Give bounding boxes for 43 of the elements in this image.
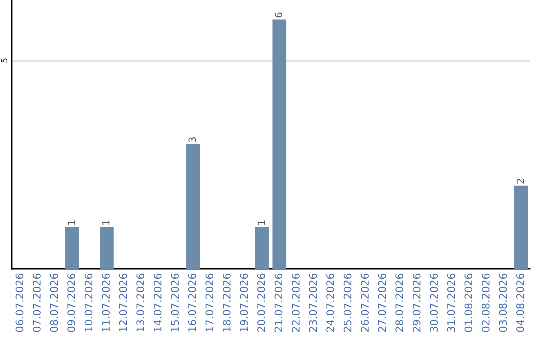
bar [514,186,528,269]
x-tick-label: 20.07.2026 [258,274,266,332]
x-tick-label: 11.07.2026 [102,274,110,332]
x-tick-label: 14.07.2026 [154,274,162,332]
x-tick-label: 06.07.2026 [16,274,24,332]
x-tick-label: 03.08.2026 [499,274,508,332]
x-tick-label: 21.07.2026 [274,274,283,332]
x-tick-label: 13.07.2026 [136,274,145,332]
bar [272,20,287,269]
x-tick-label: 15.07.2026 [171,274,180,332]
bar [66,227,80,269]
data-label: 6 [275,12,282,18]
x-tick-label: 04.08.2026 [516,274,524,332]
data-label: 2 [516,179,524,184]
data-label: 1 [68,220,76,225]
x-tick-label: 22.07.2026 [292,274,300,332]
x-tick-label: 19.07.2026 [240,274,248,332]
y-tick-label: 5 [1,58,8,63]
x-tick-label: 07.07.2026 [33,274,41,332]
x-tick-label: 09.07.2026 [68,274,76,332]
data-label: 1 [102,220,110,225]
x-tick-label: 26.07.2026 [361,274,369,332]
x-tick-label: 27.07.2026 [378,274,386,332]
bar [186,144,200,269]
x-tick-label: 31.07.2026 [447,274,456,332]
x-tick-label: 18.07.2026 [222,274,231,332]
x-tick-label: 29.07.2026 [412,274,421,332]
x-tick-label: 23.07.2026 [309,274,318,332]
data-label: 1 [258,220,266,225]
x-tick-label: 28.07.2026 [396,274,404,332]
bar [100,227,114,269]
bar [255,227,270,269]
x-tick-label: 10.07.2026 [84,274,93,332]
x-tick-label: 01.08.2026 [464,274,473,332]
x-tick-label: 08.07.2026 [50,274,58,332]
x-tick-label: 24.07.2026 [326,274,334,332]
data-label: 3 [188,138,196,142]
x-tick-label: 12.07.2026 [119,274,128,332]
x-tick-label: 02.08.2026 [482,274,490,332]
x-tick-label: 25.07.2026 [344,274,352,332]
x-tick-label: 30.07.2026 [430,274,438,332]
x-tick-label: 16.07.2026 [188,274,196,332]
x-tick-label: 17.07.2026 [206,274,214,332]
